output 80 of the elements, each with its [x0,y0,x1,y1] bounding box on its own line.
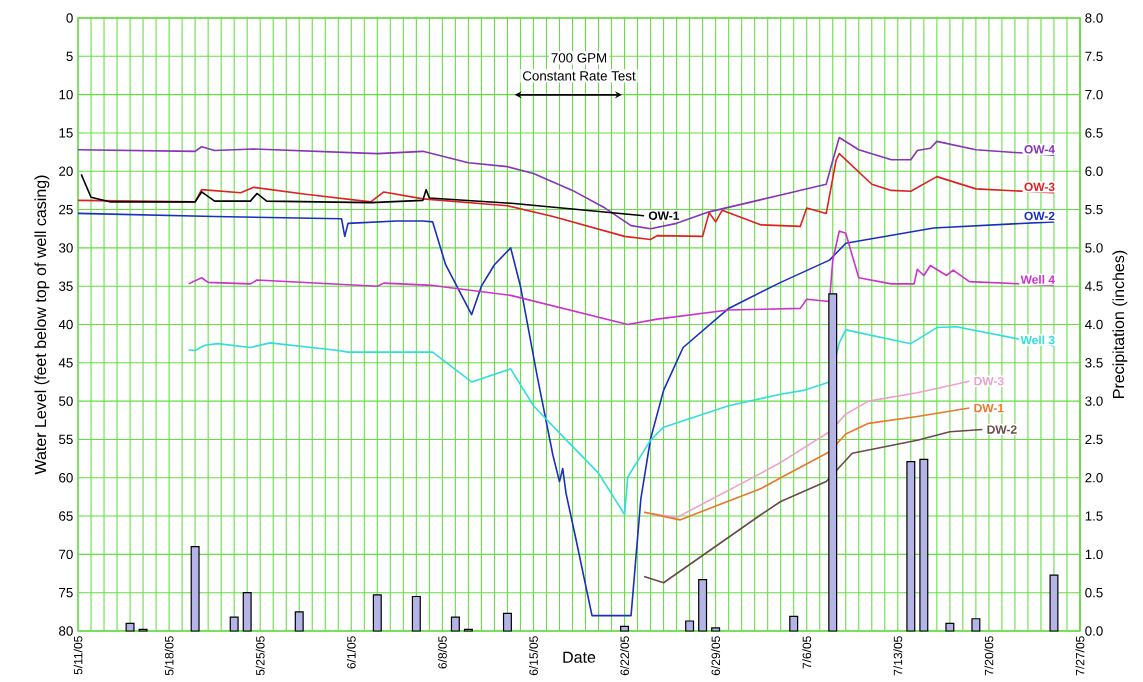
bar [372,594,382,632]
bar [789,615,799,632]
bar [828,293,838,632]
y2-tick-label: 5.5 [1085,204,1103,215]
x-axis-title: Date [563,651,596,663]
y-tick-label: 55 [59,434,73,445]
y2-tick-label: 2.0 [1085,473,1103,483]
y-tick-label: 65 [59,511,73,521]
series-label: DW-2 [987,425,1017,434]
x-tick-label: 5/11/05 [73,636,83,675]
y2-tick-label: 6.0 [1085,166,1103,176]
series-label: OW-1 [648,211,680,220]
y-tick-label: 45 [58,358,73,368]
y2-axis-title: Precipitation (inches) [1112,250,1128,398]
y-tick-label: 40 [58,319,73,330]
y-tick-label: 80 [59,626,73,636]
x-tick-label: 6/15/05 [529,636,538,676]
y2-tick-label: 0.0 [1085,626,1103,636]
y2-tick-label: 8.0 [1085,13,1103,23]
series-label: OW-3 [1024,182,1055,192]
annotation: Constant Rate Test [522,71,636,81]
bar [502,612,512,632]
y2-tick-label: 1.0 [1085,549,1103,560]
y-tick-label: 75 [59,588,73,598]
bar [685,620,695,632]
x-tick-label: 5/25/05 [255,636,265,676]
x-tick-label: 6/22/05 [620,636,629,676]
x-tick-label: 6/29/05 [711,636,721,676]
y-tick-label: 20 [59,166,73,176]
bar [919,458,929,632]
y2-tick-label: 4.0 [1085,319,1103,330]
x-tick-label: 7/27/05 [1075,636,1085,676]
bar [945,622,955,632]
series-label: DW-1 [974,403,1004,413]
y-tick-label: 35 [58,281,73,291]
y-tick-label: 70 [59,549,73,560]
y-tick-label: 15 [59,128,73,138]
series-label: OW-4 [1024,145,1055,154]
x-tick-label: 7/13/05 [893,636,903,676]
bar [229,616,239,632]
y2-tick-label: 3.5 [1085,358,1103,368]
y-axis-title: Water Level (feet below top of well casing) [34,175,50,475]
x-tick-label: 6/8/05 [437,636,447,669]
y2-tick-label: 1.5 [1085,511,1103,521]
y2-tick-label: 5.0 [1085,243,1103,253]
y-tick-label: 30 [58,243,73,253]
bar [711,627,721,632]
series-label: Well 3 [1020,335,1055,345]
annotation: 700 GPM [551,53,607,63]
bar [125,622,135,632]
bar [1049,574,1059,632]
y-tick-label: 10 [59,89,73,100]
bar [906,461,916,632]
y2-tick-label: 7.5 [1085,51,1103,61]
bar [620,625,630,632]
series-label: DW-3 [974,376,1004,386]
bar [698,579,708,632]
y-tick-label: 5 [66,51,73,61]
y2-tick-label: 3.0 [1085,396,1103,406]
x-tick-label: 7/6/05 [802,636,812,669]
y2-tick-label: 6.5 [1085,128,1103,138]
bar [294,611,304,632]
y-tick-label: 60 [59,473,73,483]
bar [450,616,460,632]
bar [242,592,252,632]
bar [190,546,200,632]
y2-tick-label: 7.0 [1085,89,1103,100]
x-tick-label: 6/1/05 [346,636,356,669]
y2-tick-label: 0.5 [1085,587,1103,598]
y2-tick-label: 2.5 [1085,434,1103,445]
y2-tick-label: 4.5 [1085,281,1103,291]
x-tick-label: 7/20/05 [984,636,994,676]
y-tick-label: 50 [59,396,73,406]
series-label: Well 4 [1020,275,1055,284]
y-tick-label: 25 [59,204,73,215]
bar [411,595,421,632]
y-tick-label: 0 [66,13,73,23]
series-label: OW-2 [1024,211,1055,221]
bar [971,618,981,632]
x-tick-label: 5/18/05 [164,636,174,676]
